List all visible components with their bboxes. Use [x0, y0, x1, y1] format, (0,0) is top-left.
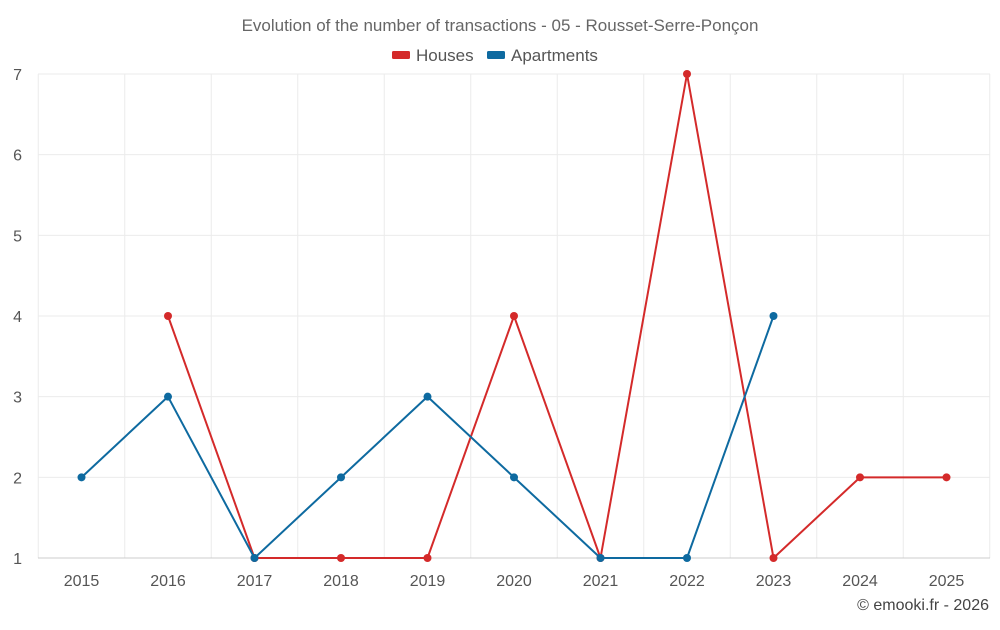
- data-point-houses[interactable]: [769, 554, 778, 562]
- data-point-apartments[interactable]: [423, 392, 432, 401]
- legend-label-apartments: Apartments: [511, 46, 598, 65]
- data-point-apartments[interactable]: [683, 554, 691, 562]
- chart-title: Evolution of the number of transactions …: [242, 16, 759, 35]
- data-point-apartments[interactable]: [596, 554, 605, 562]
- series: [77, 70, 951, 562]
- data-point-houses[interactable]: [423, 554, 432, 562]
- x-tick-label: 2024: [842, 573, 878, 590]
- data-point-apartments[interactable]: [250, 554, 259, 562]
- data-point-houses[interactable]: [942, 473, 951, 482]
- legend-swatch-houses: [392, 51, 410, 59]
- data-point-houses[interactable]: [337, 554, 345, 562]
- x-tick-label: 2015: [64, 573, 100, 590]
- x-tick-label: 2018: [323, 573, 359, 590]
- x-tick-label: 2016: [150, 573, 186, 590]
- x-tick-label: 2017: [237, 573, 273, 590]
- credit-text: © emooki.fr - 2026: [857, 597, 989, 614]
- data-point-houses[interactable]: [510, 312, 518, 320]
- series-apartments: [77, 312, 778, 562]
- data-point-houses[interactable]: [164, 312, 172, 320]
- y-tick-label: 7: [13, 67, 22, 84]
- data-point-apartments[interactable]: [510, 473, 518, 482]
- legend-swatch-apartments: [487, 51, 505, 59]
- x-tick-label: 2023: [756, 573, 792, 590]
- y-tick-label: 3: [13, 390, 22, 407]
- y-tick-label: 1: [13, 551, 22, 568]
- x-tick-label: 2021: [583, 573, 619, 590]
- data-point-apartments[interactable]: [769, 312, 778, 320]
- data-point-apartments[interactable]: [77, 473, 86, 482]
- legend: Houses Apartments: [392, 46, 598, 65]
- x-tick-label: 2019: [410, 573, 446, 590]
- data-point-houses[interactable]: [683, 70, 691, 78]
- data-point-houses[interactable]: [856, 473, 864, 482]
- axes: 1 2 3 4 5 6 7 2015 2016 2017 2018 2019 2020 2021 2022 2…: [13, 67, 964, 590]
- data-point-apartments[interactable]: [164, 392, 172, 401]
- data-point-apartments[interactable]: [337, 473, 345, 482]
- series-line-apartments: [80, 315, 775, 559]
- y-tick-label: 5: [13, 228, 22, 245]
- series-line-houses: [167, 73, 947, 559]
- x-tick-label: 2020: [496, 573, 532, 590]
- y-tick-label: 4: [13, 309, 22, 326]
- x-tick-label: 2022: [669, 573, 705, 590]
- x-tick-label: 2025: [929, 573, 965, 590]
- legend-label-houses: Houses: [416, 46, 474, 65]
- y-tick-label: 6: [13, 148, 22, 165]
- y-tick-label: 2: [13, 470, 22, 487]
